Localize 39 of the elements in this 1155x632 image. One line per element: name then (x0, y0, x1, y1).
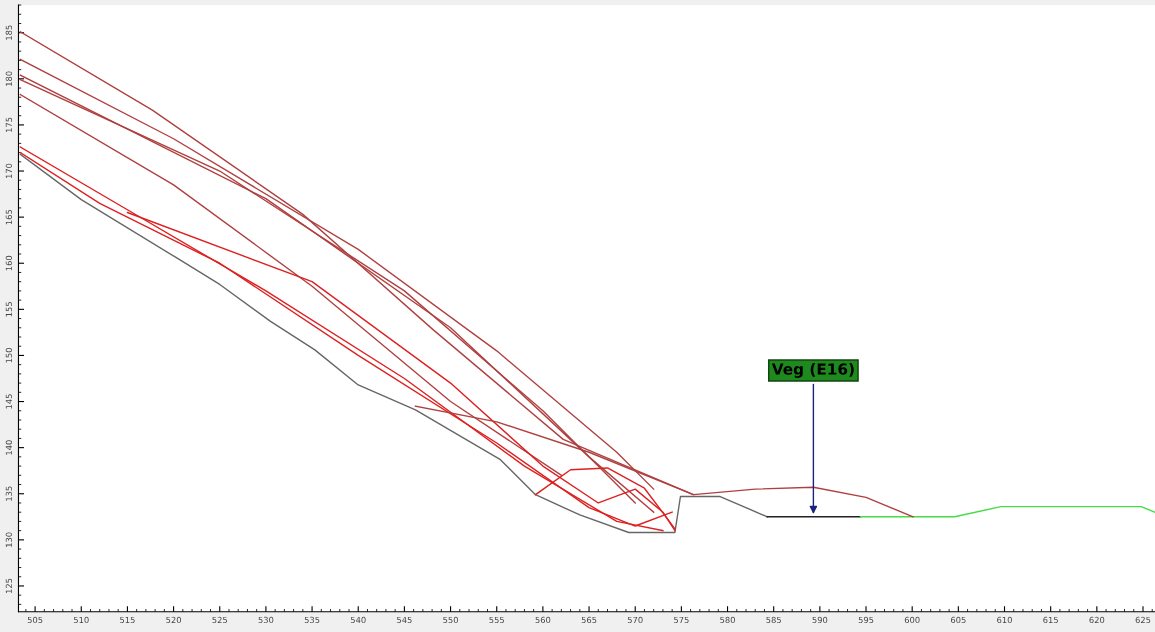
x-tick-label: 620 (1089, 616, 1105, 624)
x-tick-label: 600 (904, 616, 920, 624)
x-tick-label: 585 (766, 616, 781, 624)
y-tick-label: 150 (5, 348, 12, 363)
x-tick-label: 590 (812, 616, 828, 624)
y-tick-label: 145 (5, 394, 12, 409)
y-tick-label: 140 (5, 440, 12, 455)
x-tick-label: 535 (304, 616, 320, 624)
x-tick-label: 565 (581, 616, 597, 624)
x-tick-label: 610 (997, 616, 1012, 624)
x-tick-label: 575 (674, 616, 689, 624)
x-tick-label: 555 (489, 616, 504, 624)
x-tick-label: 560 (535, 616, 551, 624)
x-tick-label: 580 (720, 616, 735, 624)
x-tick-label: 530 (258, 616, 274, 624)
x-tick-label: 615 (1043, 616, 1058, 624)
y-tick-label: 170 (5, 163, 12, 179)
y-tick-label: 185 (5, 25, 12, 40)
x-tick-label: 540 (350, 616, 366, 624)
x-tick-label: 515 (120, 616, 135, 624)
x-tick-label: 510 (73, 616, 89, 624)
x-tick-label: 550 (443, 616, 458, 624)
x-tick-label: 605 (950, 616, 966, 624)
y-tick-label: 125 (5, 578, 12, 593)
y-tick-label: 155 (5, 302, 12, 317)
x-tick-label: 505 (27, 616, 43, 624)
x-tick-label: 520 (166, 616, 181, 624)
y-tick-label: 180 (5, 71, 12, 86)
x-tick-label: 570 (627, 616, 643, 624)
y-tick-label: 175 (5, 117, 12, 132)
x-tick-label: 545 (397, 616, 412, 624)
annotation: Veg (E16) (771, 363, 854, 378)
y-tick-label: 130 (5, 532, 12, 547)
y-tick-label: 160 (5, 255, 12, 271)
y-tick-label: 165 (5, 209, 12, 225)
y-tick-label: 135 (5, 486, 12, 501)
x-tick-label: 595 (858, 616, 874, 624)
x-tick-label: 625 (1135, 616, 1151, 624)
x-tick-label: 525 (212, 616, 227, 624)
